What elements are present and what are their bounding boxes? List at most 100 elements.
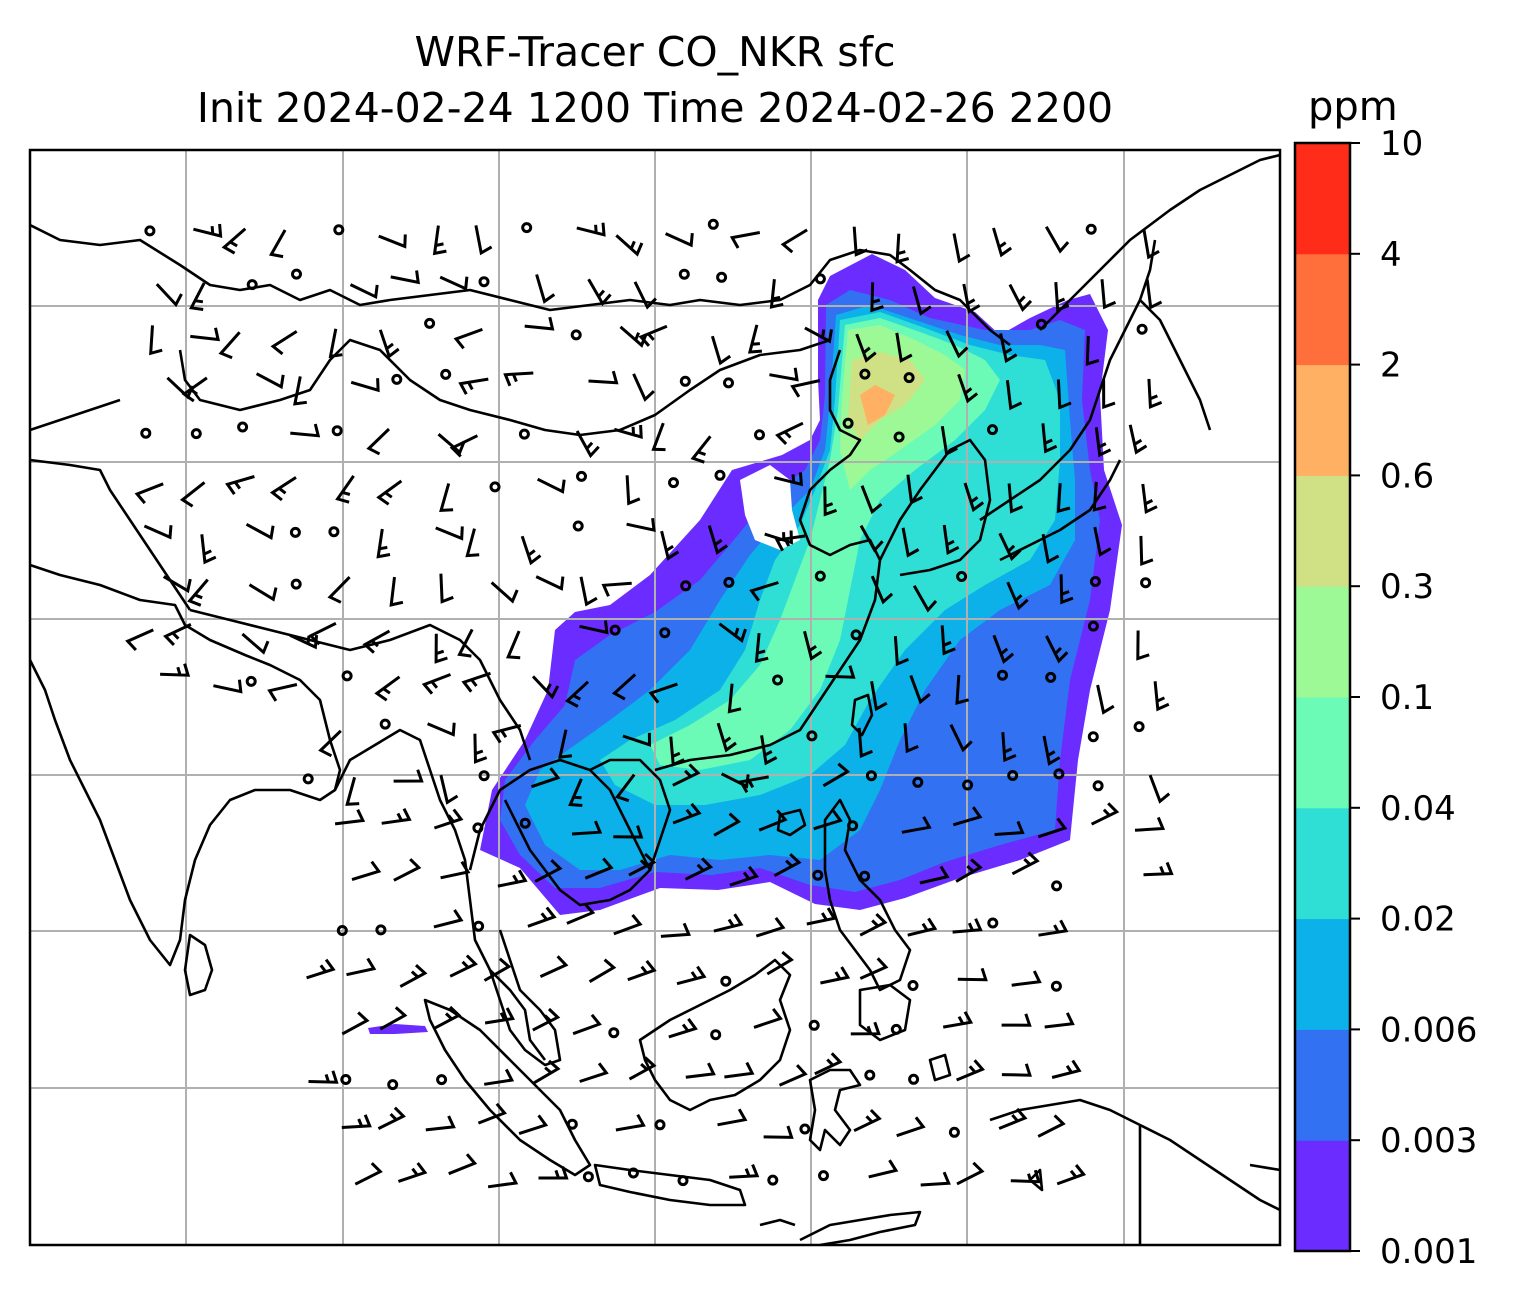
wind-barb bbox=[952, 918, 983, 934]
wind-barb bbox=[483, 1068, 515, 1086]
wind-barb bbox=[558, 729, 573, 759]
colorbar-tick-label: 0.1 bbox=[1380, 678, 1434, 718]
wind-barb bbox=[366, 427, 391, 456]
tracer-hole-bohai bbox=[740, 465, 800, 550]
wind-barb bbox=[1037, 817, 1068, 839]
wind-calm-marker bbox=[1051, 880, 1063, 892]
wind-barb bbox=[576, 222, 606, 237]
colorbar-tick-label: 2 bbox=[1380, 346, 1402, 386]
wind-barb bbox=[432, 225, 447, 256]
wind-calm-marker bbox=[859, 870, 871, 882]
wind-barb bbox=[707, 525, 728, 555]
wind-barb bbox=[1045, 635, 1069, 664]
wind-barb bbox=[614, 773, 636, 803]
wind-barb bbox=[615, 234, 644, 257]
wind-barb bbox=[895, 233, 910, 264]
wind-calm-marker bbox=[668, 477, 679, 489]
wind-barb bbox=[376, 479, 403, 506]
wind-barb bbox=[374, 675, 401, 702]
wind-barb bbox=[269, 476, 297, 502]
wind-barb bbox=[245, 522, 275, 541]
wind-barb bbox=[439, 483, 454, 513]
wind-calm-marker bbox=[710, 1029, 722, 1041]
wind-calm-marker bbox=[814, 570, 826, 582]
coast-sumatra bbox=[423, 998, 592, 1177]
wind-calm-marker bbox=[190, 428, 202, 440]
coast-taiwan bbox=[850, 693, 874, 737]
wind-barb bbox=[1096, 684, 1115, 715]
wind-barb bbox=[638, 324, 668, 347]
wind-barb bbox=[188, 282, 206, 311]
wind-barb bbox=[660, 530, 680, 561]
wind-calm-marker bbox=[336, 925, 348, 936]
wind-barb bbox=[669, 736, 685, 767]
coast-china-south bbox=[654, 349, 882, 772]
coast-new-guinea bbox=[989, 1098, 1280, 1245]
wind-barb bbox=[181, 376, 208, 403]
colorbar-tick-label: 10 bbox=[1380, 124, 1423, 164]
wind-barb bbox=[393, 769, 424, 783]
wind-barb bbox=[1145, 279, 1163, 310]
wind-barb bbox=[453, 327, 483, 350]
colorbar-tick-label: 0.04 bbox=[1380, 789, 1456, 829]
colorbar-segment bbox=[1295, 586, 1350, 698]
wind-barb bbox=[952, 806, 983, 827]
wind-barb bbox=[822, 762, 851, 788]
colorbar-segment bbox=[1295, 143, 1350, 255]
wind-barb bbox=[571, 820, 603, 836]
wind-calm-marker bbox=[677, 1175, 689, 1187]
wind-calm-marker bbox=[566, 1118, 578, 1130]
wind-barb bbox=[627, 959, 657, 982]
wind-barb bbox=[449, 954, 478, 978]
wind-barb bbox=[190, 327, 221, 342]
wind-calm-marker bbox=[962, 779, 974, 791]
colorbar-segment bbox=[1295, 253, 1350, 366]
wind-calm-marker bbox=[1136, 323, 1148, 335]
wind-barb bbox=[1007, 483, 1024, 514]
wind-barb bbox=[155, 283, 183, 308]
wind-barb bbox=[813, 809, 843, 831]
wind-barb bbox=[473, 733, 488, 764]
wind-calm-marker bbox=[627, 1167, 639, 1179]
coast-mongolia-border bbox=[30, 223, 1011, 347]
wind-barb bbox=[490, 581, 519, 604]
wind-barb bbox=[505, 630, 521, 660]
wind-barb bbox=[859, 524, 884, 553]
wind-barb bbox=[942, 524, 960, 555]
wind-barb bbox=[1148, 774, 1171, 804]
wind-calm-marker bbox=[245, 675, 257, 687]
wind-barb bbox=[483, 957, 512, 982]
colorbar-tick-label: 0.6 bbox=[1380, 456, 1434, 496]
wind-barb bbox=[163, 623, 192, 646]
coast-china-north-border bbox=[178, 338, 831, 437]
coast-mindanao bbox=[858, 983, 912, 1042]
wind-barb bbox=[308, 621, 337, 646]
wind-barb bbox=[1153, 681, 1170, 712]
wind-barb bbox=[773, 472, 804, 487]
wind-calm-marker bbox=[654, 1119, 666, 1131]
wind-barb bbox=[200, 534, 217, 565]
wind-barb bbox=[1102, 378, 1116, 410]
wind-calm-marker bbox=[912, 776, 924, 788]
wind-barb bbox=[381, 808, 412, 825]
wind-barb bbox=[1041, 423, 1058, 454]
wind-barb bbox=[911, 286, 932, 316]
coast-sulawesi bbox=[808, 1068, 862, 1152]
wind-barb bbox=[255, 372, 285, 390]
wind-barb bbox=[632, 373, 655, 402]
wind-barb bbox=[957, 373, 979, 404]
wind-barb bbox=[613, 825, 644, 839]
wind-barb bbox=[963, 482, 985, 513]
wind-barb bbox=[769, 367, 799, 382]
wind-barb bbox=[672, 763, 701, 787]
wind-barb bbox=[487, 1171, 519, 1189]
wind-calm-marker bbox=[331, 425, 343, 437]
coast-indochina bbox=[468, 758, 652, 907]
wind-calm-marker bbox=[808, 1019, 820, 1031]
wind-barb bbox=[852, 226, 868, 257]
wind-barb bbox=[992, 227, 1013, 258]
wind-barb bbox=[397, 1162, 428, 1183]
wind-barb bbox=[1143, 861, 1174, 877]
wind-barb bbox=[1011, 970, 1042, 987]
